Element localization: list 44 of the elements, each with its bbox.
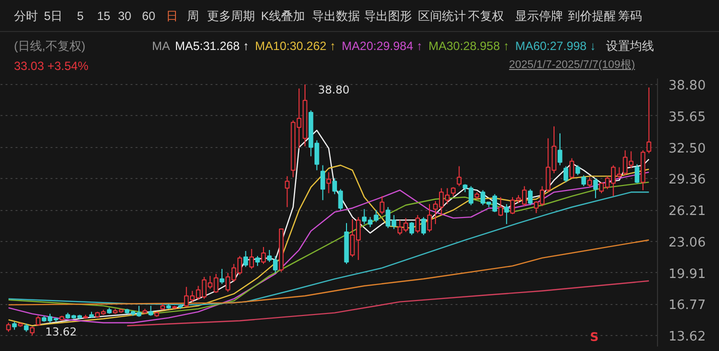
candlestick	[320, 164, 326, 201]
text: 周	[187, 8, 199, 25]
text: MA5:31.268 ↑	[175, 39, 250, 53]
line-series	[8, 239, 650, 306]
annotation: S	[590, 330, 599, 344]
y-tick-label: 26.21	[668, 204, 706, 220]
text: 5	[77, 8, 84, 25]
annotation: 38.80	[318, 83, 350, 96]
text: 更多周期	[207, 8, 255, 25]
candlestick	[326, 172, 332, 194]
text: 区间统计	[418, 8, 466, 25]
y-tick-label: 32.50	[668, 141, 706, 156]
text: 日	[166, 8, 178, 25]
y-tick-label: 29.36	[668, 172, 706, 188]
text: 30	[118, 8, 132, 25]
text: 导出数据	[312, 8, 360, 25]
y-tick-label: 19.91	[668, 266, 706, 282]
text: MA60:27.998 ↓	[515, 39, 596, 53]
text: MA30:28.958 ↑	[428, 39, 510, 53]
text: 到价提醒	[568, 8, 616, 25]
chart-title: (日线,不复权)	[14, 38, 86, 55]
text: K线叠加	[261, 8, 306, 25]
text: 60	[142, 8, 156, 25]
y-tick-label: 35.65	[668, 110, 706, 125]
line-series	[126, 280, 650, 326]
text: 不复权	[468, 8, 504, 25]
text: 5日	[44, 8, 63, 25]
text: 分时	[14, 8, 38, 25]
chart-subtitle: 33.03 +3.54%	[14, 58, 88, 75]
text: 设置均线	[606, 38, 654, 55]
y-tick-label: 38.80	[668, 78, 706, 94]
text: 15	[97, 8, 110, 25]
y-tick-label: 13.62	[668, 330, 706, 345]
text: 显示停牌	[515, 8, 563, 25]
text: 导出图形	[364, 8, 412, 25]
text: 筹码	[618, 8, 642, 25]
y-tick-label: 23.06	[668, 235, 706, 250]
text: MA	[152, 38, 170, 55]
text: MA20:29.984 ↑	[342, 39, 422, 53]
y-tick-label: 16.77	[668, 298, 706, 314]
annotation: 13.62	[45, 326, 77, 339]
text: 2025/1/7-2025/7/7(109根)	[509, 58, 635, 73]
text: MA10:30.262 ↑	[255, 39, 336, 53]
candlestick	[284, 176, 290, 208]
